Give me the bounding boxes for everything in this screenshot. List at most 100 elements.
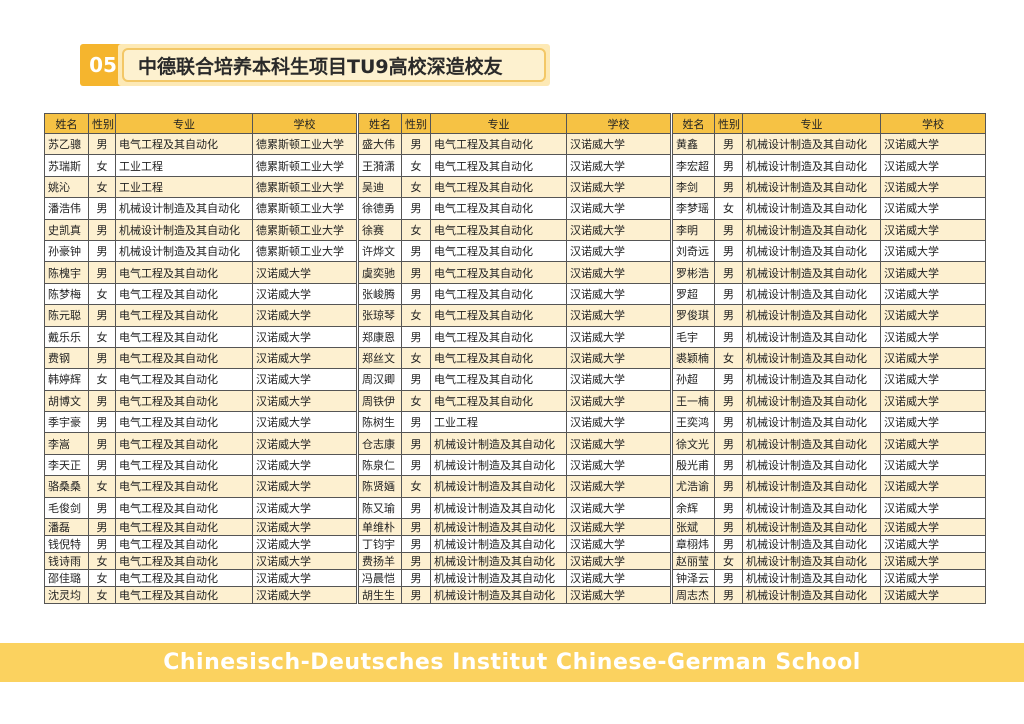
- table-header-row: 姓名 性别 专业 学校: [44, 113, 357, 134]
- table-row: 戴乐乐女电气工程及其自动化 汉诺威大学: [44, 325, 357, 348]
- cell-major: 机械设计制造及其自动化: [742, 368, 881, 391]
- cell-major: 机械设计制造及其自动化: [742, 586, 881, 605]
- cell-gender: 女: [88, 282, 116, 306]
- cell-gender: 男: [88, 432, 116, 455]
- table-row: 李剑男机械设计制造及其自动化 汉诺威大学: [672, 175, 986, 199]
- cell-gender: 男: [401, 197, 431, 220]
- cell-name: 殷光甫: [672, 453, 715, 477]
- cell-gender: 男: [714, 475, 743, 498]
- cell-gender: 女: [401, 389, 431, 413]
- cell-name: 钱诗雨: [44, 552, 89, 571]
- cell-name: 盛大伟: [358, 132, 402, 156]
- cell-school: 汉诺威大学: [880, 411, 986, 434]
- cell-gender: 男: [401, 325, 431, 348]
- column-header-school: 学校: [880, 113, 986, 134]
- cell-gender: 男: [714, 304, 743, 327]
- cell-major: 机械设计制造及其自动化: [742, 475, 881, 498]
- cell-major: 电气工程及其自动化: [115, 368, 253, 391]
- column-header-gender: 性别: [714, 113, 743, 134]
- table-row: 裘颖楠女机械设计制造及其自动化 汉诺威大学: [672, 346, 986, 370]
- table-row: 钱倪特男电气工程及其自动化 汉诺威大学: [44, 535, 357, 554]
- cell-name: 赵丽莹: [672, 552, 715, 571]
- cell-gender: 男: [88, 346, 116, 370]
- cell-name: 黄鑫: [672, 132, 715, 156]
- cell-major: 机械设计制造及其自动化: [742, 218, 881, 241]
- cell-school: 汉诺威大学: [880, 552, 986, 571]
- cell-gender: 男: [714, 389, 743, 413]
- table-row: 陈泉仁男机械设计制造及其自动化 汉诺威大学: [358, 453, 671, 477]
- table-row: 沈灵均女电气工程及其自动化 汉诺威大学: [44, 586, 357, 605]
- cell-name: 苏乙骢: [44, 132, 89, 156]
- cell-major: 机械设计制造及其自动化: [115, 239, 253, 263]
- cell-major: 电气工程及其自动化: [115, 304, 253, 327]
- cell-school: 汉诺威大学: [880, 496, 986, 520]
- table-row: 罗超男机械设计制造及其自动化 汉诺威大学: [672, 282, 986, 306]
- cell-name: 李明: [672, 218, 715, 241]
- cell-major: 机械设计制造及其自动化: [742, 552, 881, 571]
- title-box: 中德联合培养本科生项目TU9高校深造校友: [118, 44, 550, 86]
- cell-name: 张斌: [672, 518, 715, 537]
- cell-school: 汉诺威大学: [566, 175, 671, 199]
- cell-name: 姚沁: [44, 175, 89, 199]
- cell-name: 邵佳璐: [44, 569, 89, 588]
- cell-name: 钟泽云: [672, 569, 715, 588]
- cell-school: 德累斯顿工业大学: [252, 218, 357, 241]
- table-row: 姚沁女工业工程 德累斯顿工业大学: [44, 175, 357, 199]
- cell-name: 史凯真: [44, 218, 89, 241]
- cell-school: 汉诺威大学: [880, 154, 986, 177]
- cell-major: 工业工程: [115, 154, 253, 177]
- cell-major: 机械设计制造及其自动化: [742, 432, 881, 455]
- cell-school: 汉诺威大学: [252, 552, 357, 571]
- cell-school: 汉诺威大学: [566, 325, 671, 348]
- table-row: 苏乙骢男电气工程及其自动化 德累斯顿工业大学: [44, 132, 357, 156]
- cell-name: 李天正: [44, 453, 89, 477]
- cell-name: 钱倪特: [44, 535, 89, 554]
- table-row: 潘浩伟男机械设计制造及其自动化 德累斯顿工业大学: [44, 197, 357, 220]
- cell-name: 许烨文: [358, 239, 402, 263]
- cell-school: 汉诺威大学: [566, 368, 671, 391]
- cell-name: 仓志康: [358, 432, 402, 455]
- table-row: 周志杰男机械设计制造及其自动化 汉诺威大学: [672, 586, 986, 605]
- table-row: 虞奕驰男电气工程及其自动化 汉诺威大学: [358, 261, 671, 284]
- cell-gender: 男: [714, 261, 743, 284]
- cell-gender: 男: [401, 535, 431, 554]
- cell-gender: 女: [714, 552, 743, 571]
- column-header-name: 姓名: [672, 113, 715, 134]
- cell-school: 汉诺威大学: [252, 496, 357, 520]
- table-row: 郑丝文女电气工程及其自动化 汉诺威大学: [358, 346, 671, 370]
- cell-major: 电气工程及其自动化: [430, 282, 567, 306]
- cell-gender: 女: [88, 154, 116, 177]
- cell-school: 汉诺威大学: [252, 518, 357, 537]
- cell-name: 周志杰: [672, 586, 715, 605]
- cell-name: 潘浩伟: [44, 197, 89, 220]
- cell-major: 电气工程及其自动化: [115, 569, 253, 588]
- cell-major: 电气工程及其自动化: [115, 475, 253, 498]
- cell-gender: 男: [401, 552, 431, 571]
- table-row: 毛俊剑男电气工程及其自动化 汉诺威大学: [44, 496, 357, 520]
- cell-major: 机械设计制造及其自动化: [430, 496, 567, 520]
- cell-name: 陈元聪: [44, 304, 89, 327]
- cell-major: 电气工程及其自动化: [115, 261, 253, 284]
- cell-school: 汉诺威大学: [252, 282, 357, 306]
- cell-school: 汉诺威大学: [566, 475, 671, 498]
- cell-name: 费扬羊: [358, 552, 402, 571]
- cell-major: 机械设计制造及其自动化: [430, 552, 567, 571]
- cell-major: 机械设计制造及其自动化: [742, 535, 881, 554]
- table-row: 陈梦梅女电气工程及其自动化 汉诺威大学: [44, 282, 357, 306]
- cell-gender: 男: [88, 132, 116, 156]
- cell-gender: 男: [88, 496, 116, 520]
- cell-gender: 男: [714, 368, 743, 391]
- cell-name: 徐德勇: [358, 197, 402, 220]
- cell-major: 电气工程及其自动化: [115, 432, 253, 455]
- cell-name: 尤浩谕: [672, 475, 715, 498]
- cell-school: 德累斯顿工业大学: [252, 175, 357, 199]
- cell-school: 汉诺威大学: [566, 261, 671, 284]
- cell-name: 单维朴: [358, 518, 402, 537]
- cell-major: 电气工程及其自动化: [115, 411, 253, 434]
- cell-school: 德累斯顿工业大学: [252, 154, 357, 177]
- table-row: 单维朴男机械设计制造及其自动化 汉诺威大学: [358, 518, 671, 537]
- cell-gender: 男: [88, 453, 116, 477]
- table-row: 王漪潇女电气工程及其自动化 汉诺威大学: [358, 154, 671, 177]
- table-row: 韩婷辉女电气工程及其自动化 汉诺威大学: [44, 368, 357, 391]
- cell-gender: 女: [401, 175, 431, 199]
